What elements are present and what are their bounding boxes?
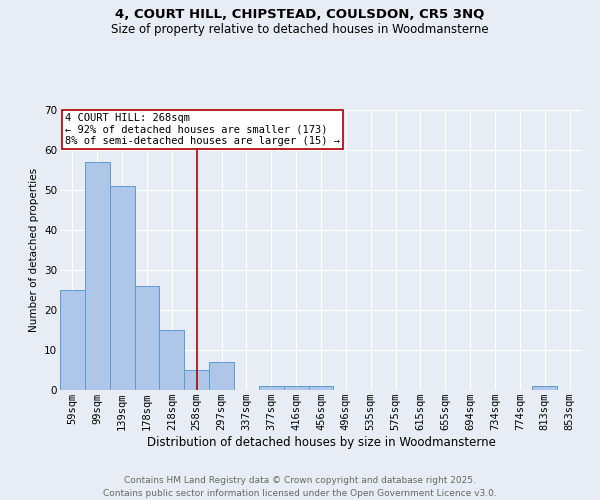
- Text: 4, COURT HILL, CHIPSTEAD, COULSDON, CR5 3NQ: 4, COURT HILL, CHIPSTEAD, COULSDON, CR5 …: [115, 8, 485, 20]
- Text: 4 COURT HILL: 268sqm
← 92% of detached houses are smaller (173)
8% of semi-detac: 4 COURT HILL: 268sqm ← 92% of detached h…: [65, 113, 340, 146]
- Bar: [85, 162, 110, 390]
- Bar: [160, 330, 184, 390]
- Bar: [134, 286, 160, 390]
- Bar: [532, 386, 557, 390]
- Text: Contains HM Land Registry data © Crown copyright and database right 2025.
Contai: Contains HM Land Registry data © Crown c…: [103, 476, 497, 498]
- Bar: [284, 386, 308, 390]
- Bar: [110, 186, 134, 390]
- Y-axis label: Number of detached properties: Number of detached properties: [29, 168, 38, 332]
- Bar: [209, 362, 234, 390]
- Bar: [184, 370, 209, 390]
- Bar: [308, 386, 334, 390]
- X-axis label: Distribution of detached houses by size in Woodmansterne: Distribution of detached houses by size …: [146, 436, 496, 449]
- Text: Size of property relative to detached houses in Woodmansterne: Size of property relative to detached ho…: [111, 22, 489, 36]
- Bar: [259, 386, 284, 390]
- Bar: [60, 290, 85, 390]
